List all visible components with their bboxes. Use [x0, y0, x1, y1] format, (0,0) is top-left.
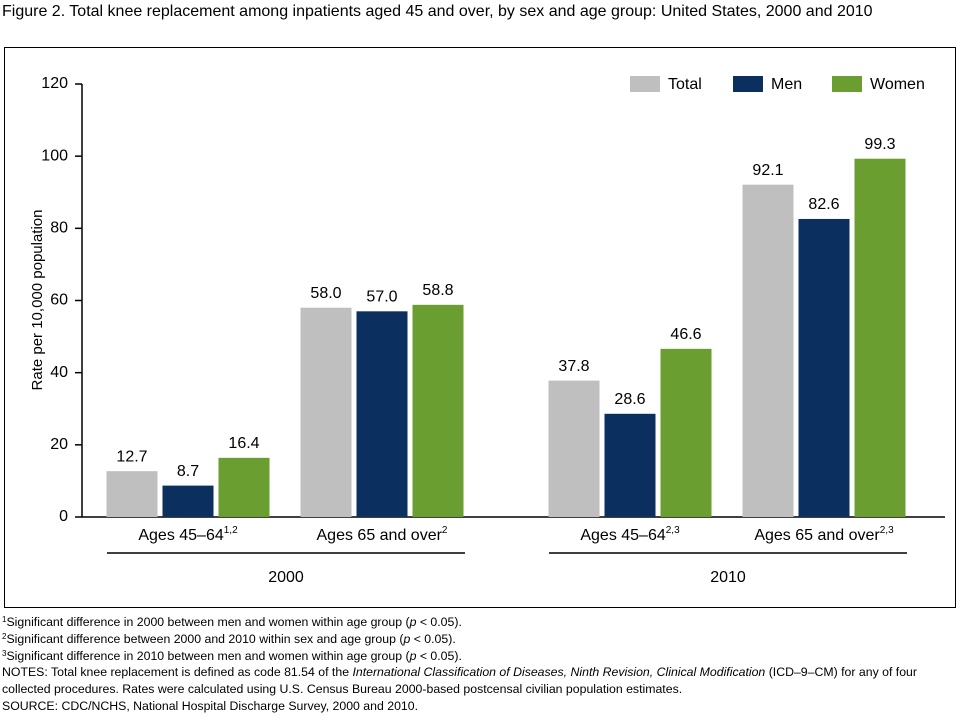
y-tick-label: 20 [50, 436, 68, 453]
value-label: 99.3 [864, 136, 895, 153]
chart-title: Figure 2. Total knee replacement among i… [2, 3, 873, 20]
value-label: 58.8 [422, 282, 453, 299]
y-tick-label: 120 [41, 75, 68, 92]
footnote-text: p [409, 615, 417, 629]
footnote-text: (ICD–9–CM) for any of four collected pro… [2, 665, 917, 697]
bar [660, 348, 712, 517]
category-name: Ages 65 and over [317, 527, 443, 544]
chart: Rate per 10,000 population 0 20 40 60 80 100 1… [4, 47, 956, 608]
value-label: 12.7 [116, 448, 147, 465]
footnote: SOURCE: CDC/NCHS, National Hospital Disc… [2, 698, 954, 715]
bar [356, 311, 408, 517]
x-tick-label: Ages 65 and over2,3 [754, 525, 894, 545]
bar [218, 457, 270, 517]
category-note: 1,2 [224, 525, 238, 536]
value-label: 46.6 [670, 326, 701, 343]
footnote-text: < 0.05). [410, 631, 456, 646]
value-label: 57.0 [366, 289, 397, 306]
bar [604, 413, 656, 517]
footnote: 3Significant difference in 2010 between … [2, 648, 954, 665]
legend-swatch [733, 76, 763, 92]
footnote-text: 3 [2, 648, 7, 658]
y-tick-label: 0 [59, 508, 68, 525]
legend-label: Men [771, 76, 802, 93]
footnote-text: NOTES: Total knee replacement is defined… [2, 665, 353, 680]
footnote-text: < 0.05). [416, 648, 462, 663]
value-label: 8.7 [177, 463, 199, 480]
y-tick-label: 80 [50, 220, 68, 237]
value-label: 58.0 [310, 285, 341, 302]
y-tick-label: 60 [50, 292, 68, 309]
bar [300, 307, 352, 517]
bar [106, 471, 158, 517]
footnote-text: 1 [2, 615, 7, 624]
x-tick-label: Ages 65 and over2 [317, 525, 448, 545]
value-label: 28.6 [614, 391, 645, 408]
bar [798, 218, 850, 517]
footnote-text: p [409, 648, 417, 663]
y-axis-label: Rate per 10,000 population [29, 210, 46, 391]
category-name: Ages 65 and over [754, 527, 880, 544]
legend-swatch [630, 76, 660, 92]
footnote-text: 2 [2, 631, 7, 641]
bar [162, 485, 214, 517]
footnote: 2Significant difference between 2000 and… [2, 631, 954, 648]
footnote-text: < 0.05). [416, 615, 462, 629]
footnote-text: Significant difference in 2000 between m… [6, 615, 410, 629]
y-tick-label: 40 [50, 364, 68, 381]
group-label: 2010 [710, 569, 746, 586]
bar [854, 158, 906, 517]
value-label: 82.6 [808, 196, 839, 213]
footnote: NOTES: Total knee replacement is defined… [2, 664, 954, 698]
footnote-text: Significant difference between 2000 and … [6, 631, 404, 646]
group-label: 2000 [268, 569, 304, 586]
legend-label: Women [870, 76, 925, 93]
legend-label: Total [668, 76, 702, 93]
bar [412, 304, 464, 517]
value-label: 37.8 [558, 358, 589, 375]
category-note: 2 [442, 525, 448, 536]
footnote-text: International Classification of Diseases… [352, 665, 766, 680]
footnote: 1Significant difference in 2000 between … [2, 614, 954, 631]
bar [548, 380, 600, 517]
category-name: Ages 45–64 [580, 527, 666, 544]
footnote-text: Significant difference in 2010 between m… [6, 648, 410, 663]
category-name: Ages 45–64 [138, 527, 224, 544]
category-note: 2,3 [666, 525, 680, 536]
value-label: 92.1 [752, 162, 783, 179]
category-note: 2,3 [880, 525, 894, 536]
value-label: 16.4 [228, 435, 259, 452]
footnote-text: SOURCE: CDC/NCHS, National Hospital Disc… [2, 698, 418, 713]
footnote-text: p [403, 631, 411, 646]
x-tick-label: Ages 45–641,2 [138, 525, 238, 545]
bar [742, 184, 794, 518]
footnotes: 1Significant difference in 2000 between … [2, 614, 954, 715]
y-tick-label: 100 [41, 147, 68, 164]
legend-swatch [832, 76, 862, 92]
chart-frame [4, 47, 956, 608]
x-tick-label: Ages 45–642,3 [580, 525, 680, 545]
